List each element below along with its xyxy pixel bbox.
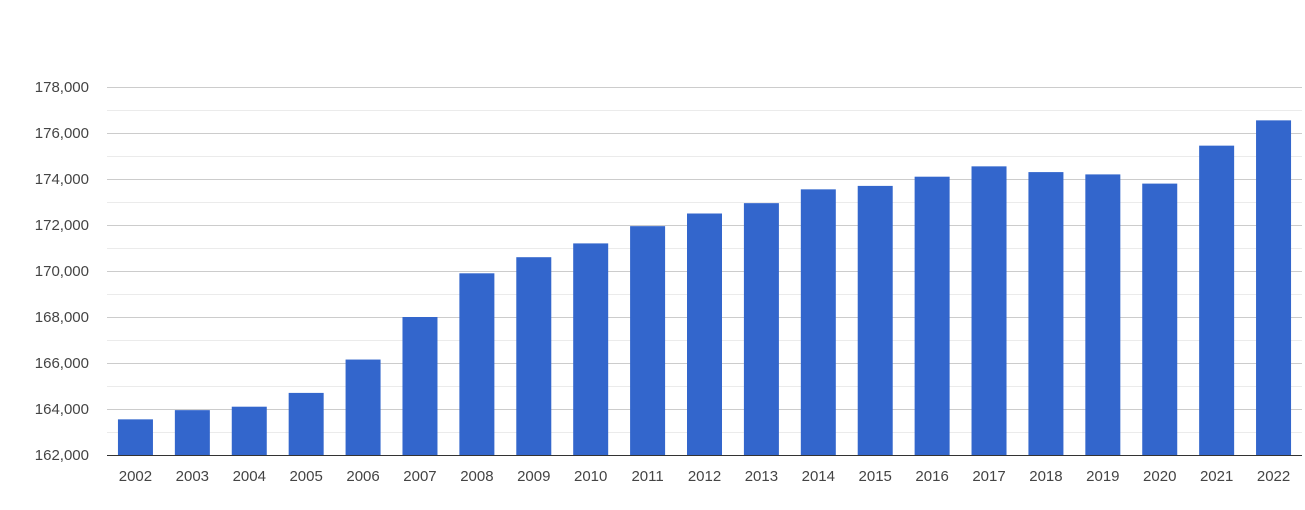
x-tick-label: 2022 — [1257, 468, 1290, 485]
bar-2014[interactable] — [800, 189, 836, 455]
x-tick-label: 2020 — [1143, 468, 1176, 485]
y-tick-label: 174,000 — [35, 171, 89, 188]
bar-2003[interactable] — [174, 410, 210, 455]
y-tick-label: 166,000 — [35, 355, 89, 372]
y-tick-label: 164,000 — [35, 401, 89, 418]
bar-2010[interactable] — [573, 243, 609, 455]
x-tick-label: 2005 — [289, 468, 322, 485]
x-tick-label: 2012 — [688, 468, 721, 485]
x-tick-label: 2006 — [346, 468, 379, 485]
x-tick-label: 2002 — [119, 468, 152, 485]
bar-2002[interactable] — [117, 419, 153, 455]
x-tick-label: 2019 — [1086, 468, 1119, 485]
y-tick-label: 170,000 — [35, 263, 89, 280]
x-tick-label: 2021 — [1200, 468, 1233, 485]
bar-2015[interactable] — [857, 185, 893, 455]
x-tick-label: 2017 — [972, 468, 1005, 485]
y-tick-label: 176,000 — [35, 125, 89, 142]
x-tick-label: 2014 — [802, 468, 835, 485]
bar-2019[interactable] — [1085, 174, 1121, 455]
bar-2006[interactable] — [345, 359, 381, 455]
x-tick-label: 2013 — [745, 468, 778, 485]
bar-2007[interactable] — [402, 317, 438, 455]
bar-2004[interactable] — [231, 406, 267, 455]
bar-2017[interactable] — [971, 166, 1007, 455]
x-tick-label: 2010 — [574, 468, 607, 485]
y-axis-tick-labels: 162,000 164,000 166,000 168,000 170,000 172,0… — [35, 79, 89, 464]
y-tick-label: 162,000 — [35, 447, 89, 464]
bars — [117, 120, 1292, 456]
x-tick-label: 2007 — [403, 468, 436, 485]
x-tick-label: 2011 — [631, 468, 663, 485]
bar-2009[interactable] — [516, 257, 552, 455]
bar-2016[interactable] — [914, 176, 950, 455]
x-tick-label: 2003 — [176, 468, 209, 485]
bar-2018[interactable] — [1028, 172, 1064, 455]
y-tick-label: 178,000 — [35, 79, 89, 96]
bar-2011[interactable] — [630, 226, 666, 455]
bar-2008[interactable] — [459, 273, 495, 455]
y-tick-label: 168,000 — [35, 309, 89, 326]
x-axis-tick-labels: 2002 2003 2004 2005 2006 2007 2008 2009 2010 2011… — [119, 468, 1290, 485]
x-tick-label: 2009 — [517, 468, 550, 485]
x-tick-label: 2016 — [915, 468, 948, 485]
bar-2021[interactable] — [1199, 145, 1235, 455]
y-tick-label: 172,000 — [35, 217, 89, 234]
bar-2013[interactable] — [743, 203, 779, 455]
x-tick-label: 2015 — [859, 468, 892, 485]
bar-2020[interactable] — [1142, 183, 1178, 455]
bar-2022[interactable] — [1256, 120, 1292, 455]
x-tick-label: 2004 — [233, 468, 266, 485]
bar-2005[interactable] — [288, 392, 324, 455]
x-tick-label: 2008 — [460, 468, 493, 485]
x-tick-label: 2018 — [1029, 468, 1062, 485]
bar-2012[interactable] — [687, 213, 722, 456]
